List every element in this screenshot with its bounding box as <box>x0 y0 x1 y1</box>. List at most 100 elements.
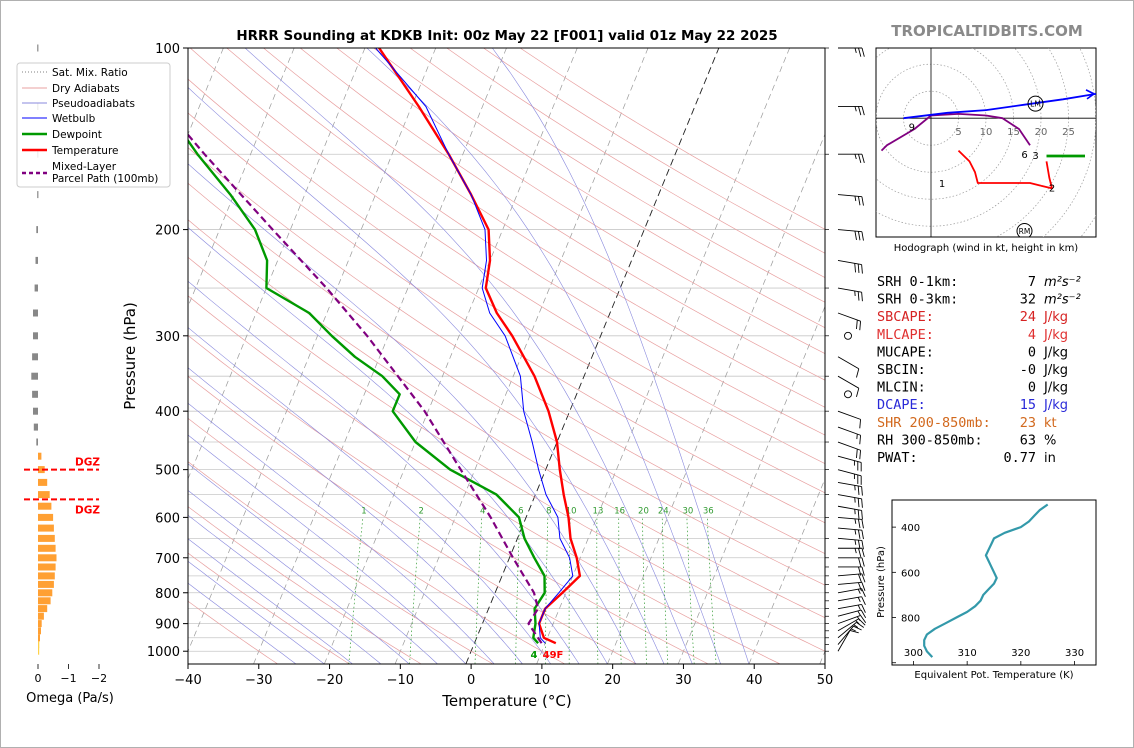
omega-bar <box>38 544 56 552</box>
wind-barb-shaft <box>837 596 862 602</box>
theta-e-x-label: Equivalent Pot. Temperature (K) <box>914 670 1073 681</box>
skewt-axes-frame <box>187 47 826 665</box>
omega-bar <box>35 256 38 264</box>
wind-barb-flag <box>861 498 863 508</box>
pseudoadiabat-line <box>366 48 721 664</box>
y-tick-label: 800 <box>155 587 180 602</box>
wind-barb-flag <box>857 291 860 301</box>
chart-title: HRRR Sounding at KDKB Init: 00z May 22 [… <box>236 28 777 44</box>
mixing-ratio-label: 10 <box>566 506 577 516</box>
omega-bar <box>38 627 41 635</box>
wind-barb-flag <box>858 154 862 164</box>
theta-e-y-tick-label: 600 <box>901 568 920 579</box>
series-line-temperature <box>378 48 582 645</box>
mixing-ratio-label: 4 <box>480 506 485 516</box>
omega-bar <box>34 284 38 292</box>
wind-barb-flag <box>854 548 857 554</box>
isotherm-line <box>323 48 578 664</box>
wind-barb-flag <box>861 519 864 529</box>
index-label: RH 300-850mb: <box>877 432 983 448</box>
legend-label: Pseudoadiabats <box>52 98 135 110</box>
calm-wind-circle <box>844 331 852 340</box>
x-tick-label: 40 <box>746 673 763 688</box>
omega-bar <box>31 372 38 380</box>
wind-barb-shaft <box>837 614 861 625</box>
dry-adiabat-line <box>188 78 825 494</box>
wind-barb-flag <box>861 231 864 241</box>
dry-adiabat-line <box>188 506 422 664</box>
wind-barb-flag <box>861 540 864 550</box>
wind-barb-flag <box>861 557 865 567</box>
index-label: MLCAPE: <box>877 327 934 343</box>
mixing-ratio-line <box>642 517 647 664</box>
legend-label: Dewpoint <box>52 129 102 141</box>
pseudoadiabat-line <box>188 163 636 664</box>
omega-bar <box>37 191 39 199</box>
omega-bar <box>36 438 38 446</box>
omega-bar <box>38 612 44 620</box>
pseudoadiabat-line <box>188 402 495 664</box>
y-axis-label: Pressure (hPa) <box>121 302 139 410</box>
wind-barb-flag <box>861 548 865 558</box>
omega-bar <box>38 572 55 580</box>
pseudoadiabat-line <box>492 48 750 664</box>
omega-bar <box>37 44 39 52</box>
x-tick-label: −40 <box>174 673 201 688</box>
mixing-ratio-line <box>661 517 669 664</box>
wind-barb-shaft <box>837 287 862 293</box>
omega-bar <box>38 634 40 642</box>
omega-bar <box>38 580 54 588</box>
index-unit: J/kg <box>1043 398 1068 413</box>
wind-barb-flag <box>857 498 860 508</box>
pseudoadiabat-line <box>188 327 552 664</box>
x-tick-label: −20 <box>316 673 343 688</box>
x-tick-label: 10 <box>534 673 551 688</box>
x-tick-label: −10 <box>387 673 414 688</box>
wind-barb-shaft <box>837 505 862 511</box>
omega-bar <box>38 452 42 460</box>
mixing-ratio-label: 6 <box>518 506 523 516</box>
y-tick-label: 200 <box>155 224 180 239</box>
wind-barb-flag <box>857 231 861 241</box>
dry-adiabat-line <box>188 219 825 619</box>
wind-barb-flag <box>856 621 865 628</box>
wind-barb-flag <box>854 263 856 273</box>
index-label: PWAT: <box>877 450 918 466</box>
index-unit: m²s⁻² <box>1044 293 1081 308</box>
mixing-ratio-line <box>686 517 695 664</box>
pseudoadiabat-line <box>188 582 297 664</box>
mixing-ratio-line <box>618 517 622 664</box>
wind-barb-shaft <box>837 469 862 477</box>
index-unit: J/kg <box>1043 310 1068 325</box>
theta-e-y-tick-label: 800 <box>901 614 920 625</box>
x-tick-label: −30 <box>245 673 272 688</box>
legend-label: Temperature <box>51 145 119 157</box>
wind-barb-shaft <box>837 516 862 520</box>
mixing-ratio-label: 13 <box>593 506 604 516</box>
index-label: SBCIN: <box>877 362 926 378</box>
mixing-ratio-line <box>515 517 521 664</box>
x-axis-label: Temperature (°C) <box>441 692 571 710</box>
x-tick-label: 30 <box>675 673 692 688</box>
theta-e-x-tick-label: 310 <box>958 648 977 659</box>
wind-barb-flag <box>861 196 864 206</box>
index-value: 24 <box>1020 309 1036 325</box>
wind-barb-flag <box>861 566 865 576</box>
index-label: MUCAPE: <box>877 344 934 360</box>
series-line-parcel <box>188 133 543 644</box>
wind-barb-flag <box>857 597 861 602</box>
index-unit: % <box>1044 433 1056 448</box>
wind-barb-flag <box>858 566 862 576</box>
wind-barb-flag <box>856 449 858 459</box>
wind-barb-shaft <box>837 609 862 617</box>
mixing-ratio-line <box>545 517 549 664</box>
index-label: MLCIN: <box>877 380 926 396</box>
wind-barb-shaft <box>837 494 862 500</box>
index-value: 15 <box>1020 397 1036 413</box>
wind-barb-shaft <box>837 375 860 389</box>
mixing-ratio-line <box>474 517 483 664</box>
omega-bar <box>38 502 52 510</box>
omega-bar <box>38 563 56 571</box>
wind-barb-flag <box>856 388 860 398</box>
hodograph-ring-label: 5 <box>955 127 961 138</box>
